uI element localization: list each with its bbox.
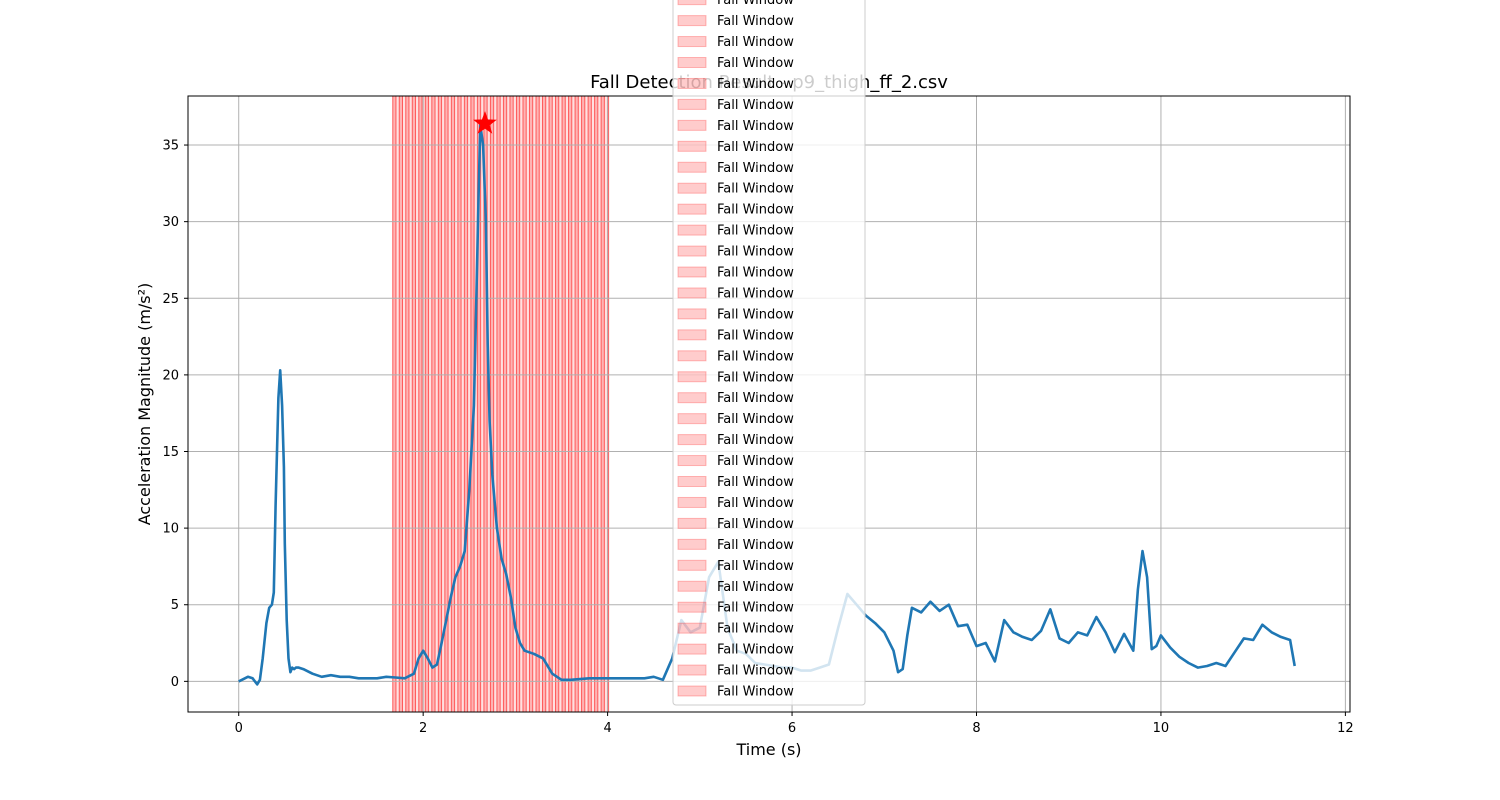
legend-swatch bbox=[677, 57, 707, 68]
legend-label: Fall Window bbox=[717, 35, 794, 50]
legend-label: Fall Window bbox=[717, 182, 794, 197]
x-tick-label: 12 bbox=[1337, 721, 1354, 736]
legend-swatch bbox=[677, 266, 707, 278]
legend-label: Fall Window bbox=[717, 266, 794, 281]
legend-label: Fall Window bbox=[717, 98, 794, 113]
legend-label: Fall Window bbox=[717, 391, 794, 406]
legend-label: Fall Window bbox=[717, 14, 794, 29]
peak-star-marker bbox=[473, 111, 497, 134]
legend-swatch bbox=[677, 224, 707, 236]
legend-swatch bbox=[677, 476, 707, 487]
legend-swatch bbox=[677, 622, 707, 634]
legend-label: Fall Window bbox=[717, 119, 794, 134]
legend-swatch bbox=[677, 496, 707, 508]
legend-label: Fall Window bbox=[717, 161, 794, 176]
legend-swatch bbox=[677, 287, 707, 299]
legend-swatch bbox=[677, 140, 707, 152]
legend-swatch bbox=[677, 413, 707, 425]
legend-label: Fall Window bbox=[717, 412, 794, 427]
legend-swatch bbox=[677, 434, 707, 446]
legend-label: Fall Window bbox=[717, 559, 794, 574]
legend-swatch bbox=[677, 329, 707, 341]
legend-label: Fall Window bbox=[717, 433, 794, 448]
legend-swatch bbox=[677, 161, 707, 173]
legend-swatch bbox=[677, 455, 707, 467]
y-tick-label: 25 bbox=[162, 292, 179, 307]
legend-label: Fall Window bbox=[717, 286, 794, 301]
x-tick-label: 0 bbox=[235, 721, 243, 736]
legend-label: Fall Window bbox=[717, 56, 794, 71]
legend: Fall Window Fall Window Fall Window Fall Wi… bbox=[672, 0, 866, 706]
legend-label: Fall Window bbox=[717, 496, 794, 511]
legend-label: Fall Window bbox=[717, 475, 794, 490]
legend-swatch bbox=[677, 350, 707, 362]
y-tick-label: 10 bbox=[162, 522, 179, 537]
legend-swatch bbox=[677, 308, 707, 320]
x-tick-label: 2 bbox=[419, 721, 427, 736]
legend-label: Fall Window bbox=[717, 685, 794, 700]
legend-swatch bbox=[677, 685, 707, 697]
y-tick-label: 0 bbox=[171, 675, 179, 690]
legend-swatch bbox=[677, 601, 707, 613]
y-tick-label: 20 bbox=[162, 368, 179, 383]
x-tick-label: 6 bbox=[788, 721, 796, 736]
legend-label: Fall Window bbox=[717, 601, 794, 616]
legend-label: Fall Window bbox=[717, 77, 794, 92]
legend-label: Fall Window bbox=[717, 349, 794, 364]
legend-swatch bbox=[677, 559, 707, 571]
legend-swatch bbox=[677, 203, 707, 215]
legend-swatch bbox=[677, 517, 707, 529]
legend-label: Fall Window bbox=[717, 517, 794, 532]
y-tick-label: 15 bbox=[162, 445, 179, 460]
legend-label: Fall Window bbox=[717, 454, 794, 469]
fall-window-spans bbox=[392, 95, 610, 713]
legend-label: Fall Window bbox=[717, 538, 794, 553]
x-tick-label: 4 bbox=[603, 721, 611, 736]
legend-swatch bbox=[677, 182, 707, 194]
y-tick-label: 5 bbox=[171, 598, 179, 613]
fall-window-region bbox=[392, 96, 608, 712]
legend-label: Fall Window bbox=[717, 664, 794, 679]
legend-swatch bbox=[677, 36, 707, 48]
y-tick-label: 30 bbox=[162, 215, 179, 230]
legend-swatch bbox=[677, 371, 707, 383]
legend-swatch bbox=[677, 119, 707, 131]
legend-label: Fall Window bbox=[717, 307, 794, 322]
legend-swatch bbox=[677, 0, 707, 6]
legend-label: Fall Window bbox=[717, 328, 794, 343]
axis-ticks: 0 2 4 6 8 10 12 0 5 10 15 20 25 30 35 bbox=[162, 139, 1353, 736]
legend-label: Fall Window bbox=[717, 580, 794, 595]
legend-swatch bbox=[677, 664, 707, 676]
legend-swatch bbox=[677, 245, 707, 257]
legend-swatch bbox=[677, 538, 707, 550]
x-axis-title: Time (s) bbox=[735, 740, 801, 759]
legend-swatch bbox=[677, 15, 707, 27]
legend-swatch bbox=[677, 643, 707, 655]
legend-label: Fall Window bbox=[717, 140, 794, 155]
legend-label: Fall Window bbox=[717, 643, 794, 658]
x-tick-label: 10 bbox=[1153, 721, 1170, 736]
legend-label: Fall Window bbox=[717, 0, 794, 8]
legend-label: Fall Window bbox=[717, 245, 794, 260]
legend-label: Fall Window bbox=[717, 224, 794, 239]
legend-box bbox=[672, 0, 866, 706]
legend-swatch bbox=[677, 98, 707, 110]
y-axis-title: Acceleration Magnitude (m/s²) bbox=[135, 283, 154, 526]
legend-swatch bbox=[677, 580, 707, 592]
legend-label: Fall Window bbox=[717, 622, 794, 637]
legend-swatch bbox=[677, 392, 707, 404]
x-tick-label: 8 bbox=[972, 721, 980, 736]
y-tick-label: 35 bbox=[162, 139, 179, 154]
acceleration-line bbox=[238, 123, 1296, 686]
legend-label: Fall Window bbox=[717, 203, 794, 218]
legend-label: Fall Window bbox=[717, 370, 794, 385]
legend-swatch bbox=[677, 77, 707, 89]
